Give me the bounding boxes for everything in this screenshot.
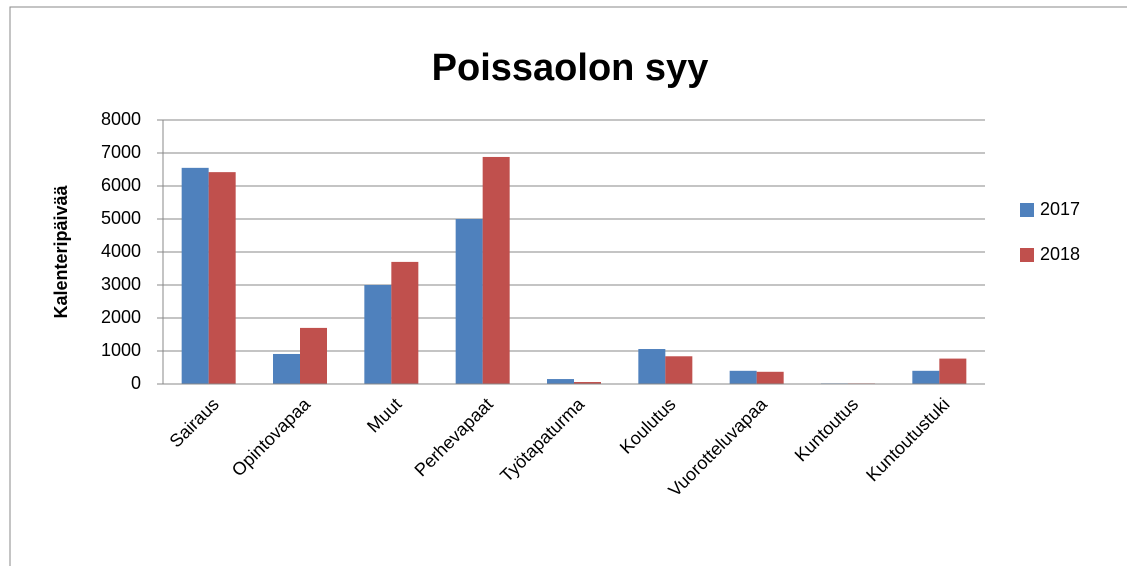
legend-label: 2018 [1040, 244, 1080, 264]
bar [665, 356, 693, 384]
y-tick-label: 1000 [101, 340, 141, 360]
y-tick-label: 6000 [101, 175, 141, 195]
bar [939, 358, 967, 384]
bar [574, 382, 601, 384]
y-tick-label: 2000 [101, 307, 141, 327]
y-axis-label: Kalenteripäivää [51, 184, 71, 318]
bar [181, 167, 209, 384]
bar [912, 370, 940, 384]
bar [547, 379, 574, 384]
bar [455, 219, 483, 384]
bar [482, 156, 510, 384]
bar [364, 285, 392, 384]
legend-label: 2017 [1040, 199, 1080, 219]
bar [273, 353, 300, 384]
bar [391, 261, 419, 384]
legend-swatch [1020, 248, 1034, 262]
chart-title: Poissaolon syy [432, 47, 709, 89]
y-tick-label: 5000 [101, 208, 141, 228]
legend-swatch [1020, 203, 1034, 217]
bar [638, 349, 666, 384]
bar [208, 172, 236, 384]
y-tick-label: 0 [131, 373, 141, 393]
bar [300, 327, 327, 384]
chart-border [9, 6, 1127, 571]
y-tick-label: 8000 [101, 109, 141, 129]
bar [729, 370, 757, 384]
y-tick-label: 7000 [101, 142, 141, 162]
y-tick-label: 3000 [101, 274, 141, 294]
y-tick-label: 4000 [101, 241, 141, 261]
bar [756, 371, 784, 384]
